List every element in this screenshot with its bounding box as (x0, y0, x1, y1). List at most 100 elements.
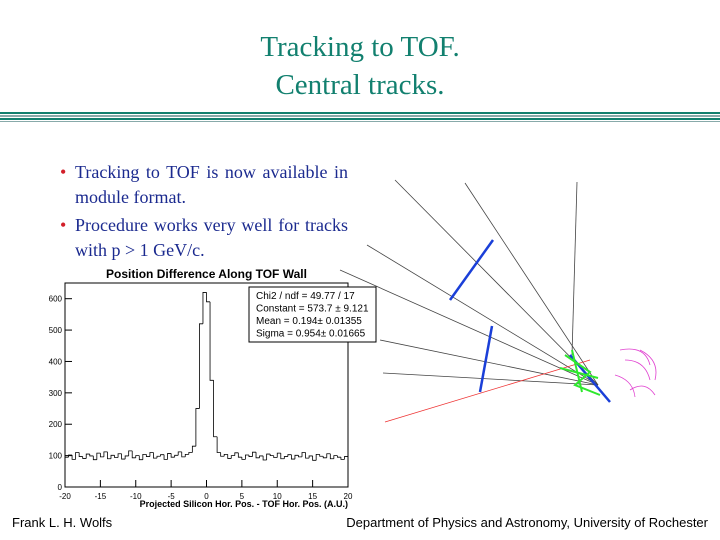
histogram-bin (326, 453, 331, 458)
x-axis-label: Projected Silicon Hor. Pos. - TOF Hor. P… (140, 499, 348, 509)
histogram-bin (266, 453, 271, 461)
histogram-bin (280, 453, 285, 460)
histogram-bin (213, 380, 218, 438)
bullet-list: Tracking to TOF is now available in modu… (60, 160, 348, 266)
bullet: Procedure works very well for tracks wit… (60, 213, 348, 263)
title-line: Tracking to TOF. (260, 31, 460, 63)
histogram-bin (220, 452, 225, 457)
x-tick-label: -5 (168, 492, 176, 501)
y-tick-label: 300 (49, 389, 63, 398)
histogram-bin (156, 455, 161, 459)
histogram-bin (174, 454, 179, 458)
x-tick-label: 10 (273, 492, 282, 501)
histogram-bin (177, 451, 182, 456)
histogram-bin (315, 453, 320, 461)
histogram-bin (336, 455, 341, 458)
histogram-bin (227, 454, 232, 459)
histogram-bin (68, 454, 73, 458)
x-tick-label: 15 (308, 492, 317, 501)
histogram-bin (298, 455, 303, 458)
histogram-bin (71, 454, 76, 460)
histogram-bin (294, 454, 299, 460)
histogram-bin (85, 453, 90, 459)
histogram-bin (117, 453, 122, 458)
histogram-bin (291, 454, 295, 460)
histogram-bin (255, 452, 260, 459)
y-tick-label: 600 (49, 295, 63, 304)
x-tick-label: -10 (130, 492, 142, 501)
event-display (339, 179, 657, 423)
histogram-bin (223, 453, 228, 457)
histogram-bin (252, 451, 257, 457)
histogram-bin (142, 453, 147, 460)
histogram-bin (191, 445, 196, 453)
stats-box (248, 286, 377, 343)
footer-right: Department of Physics and Astronomy, Uni… (346, 515, 708, 530)
histogram-bin (237, 452, 242, 458)
x-tick-label: 20 (344, 492, 353, 501)
histogram-bin (308, 455, 313, 459)
x-tick-label: -15 (95, 492, 107, 501)
title-rule (0, 112, 720, 122)
histogram-bin (312, 455, 317, 461)
stats-line: Sigma = 0.954± 0.01665 (256, 329, 366, 340)
histogram-bin (131, 450, 136, 459)
histogram-bin (305, 452, 310, 459)
histogram-bin (234, 452, 239, 456)
slide-title: Tracking to TOF. Central tracks. (0, 28, 720, 104)
histogram-bin (110, 454, 115, 459)
chart-title: Position Difference Along TOF Wall (106, 267, 307, 281)
histogram-bin (209, 301, 214, 381)
histogram-bin (287, 454, 292, 457)
histogram-bin (128, 450, 133, 456)
histogram-bin (322, 456, 327, 459)
y-tick-label: 500 (49, 326, 63, 335)
histogram-bin (206, 292, 211, 303)
histogram-bin (138, 455, 143, 461)
stats-line: Constant = 573.7 ± 9.121 (256, 304, 369, 315)
histogram-bin (64, 456, 69, 487)
histogram-bin (96, 452, 101, 460)
stats-line: Mean = 0.194± 0.01355 (256, 316, 362, 327)
histogram-bin (160, 454, 165, 457)
histogram-bin (107, 451, 111, 460)
histogram-bin (241, 457, 246, 460)
histogram-bin (92, 455, 97, 461)
histogram-bin (99, 453, 104, 458)
histogram-bin (135, 455, 140, 458)
histogram-bin (195, 408, 200, 447)
histogram-bin (167, 453, 172, 460)
histogram-bin (121, 453, 126, 460)
histogram-bin (202, 292, 207, 324)
histogram-bin (114, 455, 119, 458)
histogram-bin (216, 436, 221, 453)
histogram-bin (103, 451, 108, 457)
histogram-bin (329, 453, 334, 460)
histogram-bin (75, 452, 80, 460)
x-tick-label: -20 (59, 492, 71, 501)
stats-line: Chi2 / ndf = 49.77 / 17 (256, 291, 355, 302)
histogram-bin (163, 454, 168, 460)
histogram-bin (149, 452, 154, 457)
histogram-bin (262, 455, 267, 461)
histogram-bin (181, 451, 186, 458)
histogram-bin (333, 455, 338, 459)
x-tick-label: 0 (204, 492, 209, 501)
histogram-bin (301, 452, 306, 457)
histogram-bin (124, 455, 129, 460)
histogram-bin (245, 454, 249, 460)
histogram-bin (230, 455, 235, 459)
histogram-bin (259, 455, 264, 458)
x-tick-label: 5 (240, 492, 245, 501)
histogram-bin (170, 453, 175, 458)
bullet: Tracking to TOF is now available in modu… (60, 160, 348, 210)
histogram-bin (153, 452, 157, 459)
histogram-bin (82, 456, 87, 459)
y-tick-label: 100 (49, 452, 63, 461)
histogram-bin (145, 454, 150, 457)
footer-left: Frank L. H. Wolfs (12, 515, 113, 530)
y-tick-label: 200 (49, 420, 63, 429)
histogram-bin (269, 454, 274, 457)
